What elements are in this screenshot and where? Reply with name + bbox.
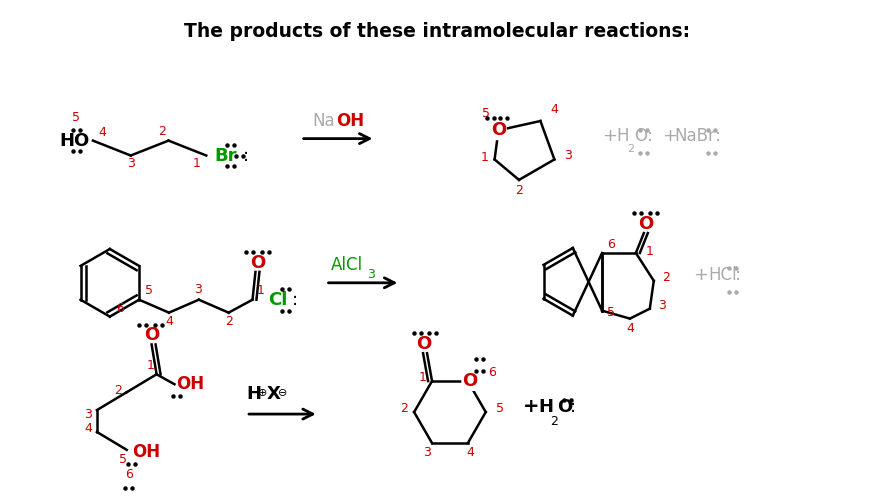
Text: 2: 2 <box>662 271 669 284</box>
Text: Cl: Cl <box>268 291 288 309</box>
Text: 1: 1 <box>481 151 489 164</box>
Text: OH: OH <box>336 112 364 129</box>
Text: 5: 5 <box>482 108 489 121</box>
Text: :: : <box>647 126 653 144</box>
Text: 5: 5 <box>607 306 615 319</box>
Text: 5: 5 <box>119 453 127 466</box>
Text: O: O <box>558 398 572 416</box>
Text: 3: 3 <box>194 283 202 296</box>
Text: H: H <box>246 385 261 403</box>
Text: 2: 2 <box>515 184 523 197</box>
Text: ⊕: ⊕ <box>259 388 267 398</box>
Text: 2: 2 <box>114 384 121 397</box>
Text: O: O <box>144 326 159 344</box>
Text: OH: OH <box>177 375 205 393</box>
Text: O: O <box>634 126 647 144</box>
Text: 1: 1 <box>646 245 654 258</box>
Text: +: + <box>662 126 676 144</box>
Text: 1: 1 <box>256 284 264 297</box>
Text: 2: 2 <box>400 402 408 415</box>
Text: 4: 4 <box>551 103 558 116</box>
Text: 6: 6 <box>115 302 124 315</box>
Text: 3: 3 <box>423 446 431 459</box>
Text: +: + <box>694 266 709 284</box>
Text: O: O <box>462 372 477 390</box>
Text: 6: 6 <box>488 366 496 379</box>
Text: 3: 3 <box>127 157 135 170</box>
Text: The products of these intramolecular reactions:: The products of these intramolecular rea… <box>184 22 690 41</box>
Text: 2: 2 <box>158 124 166 137</box>
Text: 3: 3 <box>565 149 572 162</box>
Text: 3: 3 <box>84 408 92 421</box>
Text: HO: HO <box>59 131 90 149</box>
Text: Na: Na <box>313 112 336 129</box>
Text: OH: OH <box>132 443 160 461</box>
Text: 4: 4 <box>626 322 634 335</box>
Text: :: : <box>292 291 298 309</box>
Text: :: : <box>570 398 576 416</box>
Text: +: + <box>602 126 617 144</box>
Text: 1: 1 <box>147 360 155 373</box>
Text: X: X <box>267 385 281 403</box>
Text: 2: 2 <box>627 143 634 153</box>
Text: +: + <box>523 397 539 416</box>
Text: 5: 5 <box>145 284 153 297</box>
Text: 1: 1 <box>192 157 200 170</box>
Text: O: O <box>638 215 654 233</box>
Text: 6: 6 <box>125 468 133 481</box>
Text: :: : <box>714 126 720 144</box>
Text: 2: 2 <box>225 315 232 328</box>
Text: 4: 4 <box>98 125 106 138</box>
Text: O: O <box>250 254 265 272</box>
Text: ⊖: ⊖ <box>278 388 288 398</box>
Text: O: O <box>491 122 506 139</box>
Text: 5: 5 <box>72 111 80 124</box>
Text: AlCl: AlCl <box>330 256 363 274</box>
Text: 5: 5 <box>496 402 503 415</box>
Text: Br: Br <box>214 146 237 164</box>
Text: NaBr: NaBr <box>675 126 716 144</box>
Text: 3: 3 <box>658 299 666 312</box>
Text: 4: 4 <box>84 422 92 435</box>
Text: H: H <box>538 398 553 416</box>
Text: :: : <box>243 146 249 164</box>
Text: 3: 3 <box>367 268 375 281</box>
Text: 4: 4 <box>466 446 474 459</box>
Text: :: : <box>735 266 741 284</box>
Text: 4: 4 <box>165 315 173 328</box>
Text: 1: 1 <box>420 371 427 384</box>
Text: 2: 2 <box>551 415 558 428</box>
Text: O: O <box>416 335 432 353</box>
Text: 6: 6 <box>607 238 615 251</box>
Text: HCl: HCl <box>709 266 737 284</box>
Text: H: H <box>616 126 628 144</box>
